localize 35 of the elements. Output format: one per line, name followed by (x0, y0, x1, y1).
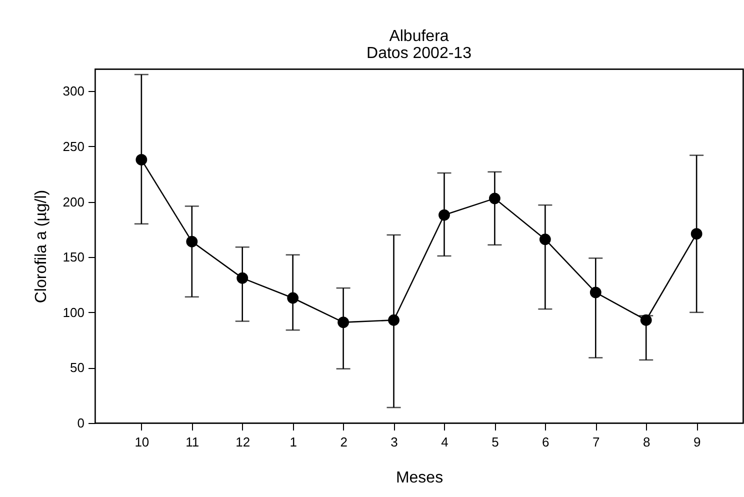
x-tick-label: 2 (340, 434, 348, 450)
x-tick-label: 6 (542, 434, 550, 450)
x-tick-label: 5 (492, 434, 499, 450)
y-tick-label: 50 (70, 360, 84, 376)
point (136, 154, 148, 166)
point (438, 209, 450, 221)
point (590, 286, 602, 298)
y-tick-label: 250 (62, 138, 84, 154)
x-tick-label: 10 (134, 434, 150, 450)
y-tick-label: 150 (62, 250, 84, 265)
point (338, 316, 349, 328)
x-axis-title: Meses (396, 470, 444, 486)
y-tick-label: 100 (62, 304, 84, 320)
point (690, 228, 702, 240)
point (236, 272, 248, 284)
y-tick-label: 0 (77, 416, 84, 430)
point (388, 314, 400, 326)
chart-subtitle: Datos 2002-13 (366, 45, 472, 62)
chart-title: Albufera (389, 28, 449, 45)
y-tick-label: 300 (62, 84, 84, 99)
x-tick-label: 11 (186, 434, 200, 450)
point (489, 192, 500, 204)
x-tick-label: 3 (390, 434, 398, 450)
x-tick-label: 4 (441, 434, 448, 450)
point (186, 236, 198, 248)
point (287, 292, 299, 304)
y-axis-title: Clorofila a (µg/l) (32, 190, 50, 304)
point (539, 234, 551, 246)
x-tick-label: 8 (642, 434, 650, 450)
x-tick-label: 1 (290, 434, 297, 450)
x-tick-label: 9 (693, 434, 701, 450)
x-tick-label: 7 (592, 434, 600, 450)
x-tick-label: 12 (236, 434, 250, 450)
point (640, 314, 652, 326)
y-tick-label: 200 (62, 194, 84, 210)
